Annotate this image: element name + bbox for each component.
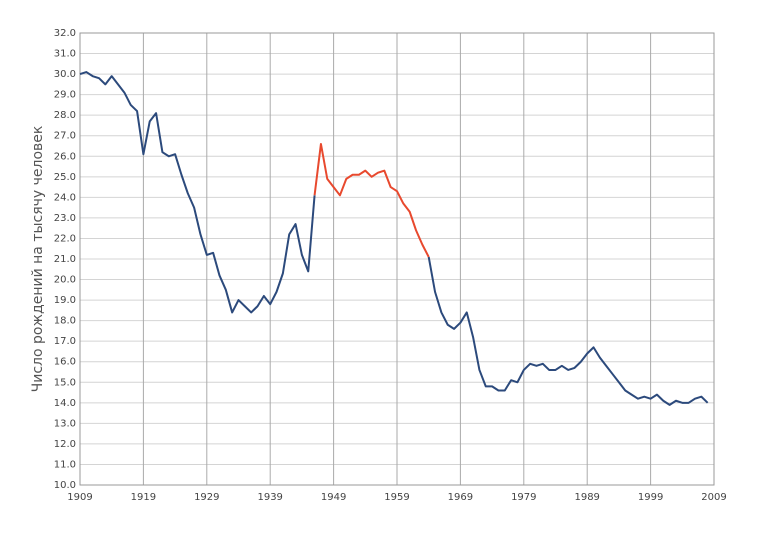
plot-frame xyxy=(79,32,715,486)
y-tick-label: 14.0 xyxy=(54,398,76,409)
y-tick-label: 29.0 xyxy=(54,90,76,101)
line-series xyxy=(79,71,709,406)
x-tick-label: 1969 xyxy=(448,492,473,503)
y-tick-label: 18.0 xyxy=(54,316,76,327)
y-tick-label: 21.0 xyxy=(54,254,76,265)
y-axis-label: Число рождений на тысячу человек xyxy=(30,126,46,393)
x-tick-label: 2009 xyxy=(701,492,726,503)
y-tick-label: 20.0 xyxy=(54,275,76,286)
y-tick-label: 10.0 xyxy=(54,480,76,491)
y-tick-label: 27.0 xyxy=(54,131,76,142)
x-tick-label: 1979 xyxy=(511,492,536,503)
line-series xyxy=(313,142,430,258)
x-tick-label: 1939 xyxy=(257,492,282,503)
y-tick-label: 15.0 xyxy=(54,377,76,388)
y-tick-label: 11.0 xyxy=(54,459,76,470)
y-tick-label: 19.0 xyxy=(54,295,76,306)
y-tick-label: 16.0 xyxy=(54,357,76,368)
y-tick-label: 22.0 xyxy=(54,233,76,244)
y-tick-label: 26.0 xyxy=(54,151,76,162)
y-tick-label: 31.0 xyxy=(54,49,76,60)
y-tick-label: 23.0 xyxy=(54,213,76,224)
x-tick-label: 1949 xyxy=(321,492,346,503)
y-tick-label: 30.0 xyxy=(54,69,76,80)
y-tick-label: 24.0 xyxy=(54,192,76,203)
y-tick-label: 13.0 xyxy=(54,418,76,429)
y-tick-label: 32.0 xyxy=(54,28,76,39)
y-tick-label: 25.0 xyxy=(54,172,76,183)
y-tick-label: 17.0 xyxy=(54,336,76,347)
y-tick-label: 28.0 xyxy=(54,110,76,121)
x-tick-label: 1909 xyxy=(67,492,92,503)
x-tick-label: 1959 xyxy=(384,492,409,503)
x-tick-label: 1929 xyxy=(194,492,219,503)
x-tick-label: 1919 xyxy=(131,492,156,503)
x-tick-label: 1989 xyxy=(574,492,599,503)
y-tick-label: 12.0 xyxy=(54,439,76,450)
x-tick-label: 1999 xyxy=(638,492,663,503)
